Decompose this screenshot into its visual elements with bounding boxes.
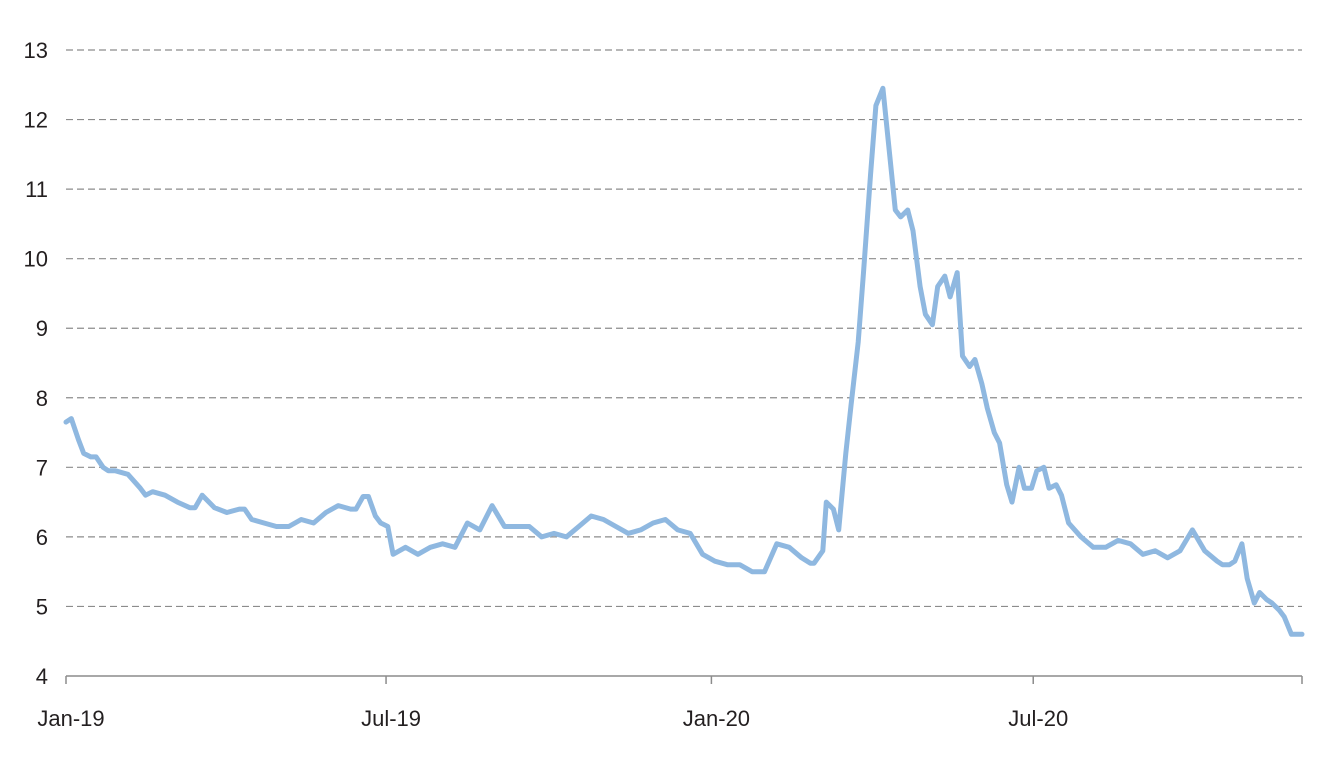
series-layer <box>63 85 1305 637</box>
x-tick-label: Jan-19 <box>37 706 104 731</box>
y-tick-label: 12 <box>24 108 48 133</box>
y-tick-label: 5 <box>36 594 48 619</box>
y-tick-label: 11 <box>25 177 48 202</box>
series-line-0 <box>63 85 1305 637</box>
y-tick-label: 8 <box>36 386 48 411</box>
x-tick-label: Jul-20 <box>1008 706 1068 731</box>
y-tick-label: 7 <box>36 455 48 480</box>
y-tick-label: 9 <box>36 316 48 341</box>
y-tick-label: 6 <box>36 525 48 550</box>
x-tick-label: Jan-20 <box>683 706 750 731</box>
y-tick-label: 10 <box>24 247 48 272</box>
gridlines <box>66 49 1302 608</box>
y-tick-label: 4 <box>36 664 48 689</box>
x-axis: Jan-19 Jul-19 Jan-20 Jul-20 <box>37 675 1303 731</box>
x-tick-label: Jul-19 <box>361 706 421 731</box>
y-tick-label: 13 <box>24 38 48 63</box>
y-axis: 4 5 6 7 8 9 10 11 12 13 <box>24 38 48 689</box>
